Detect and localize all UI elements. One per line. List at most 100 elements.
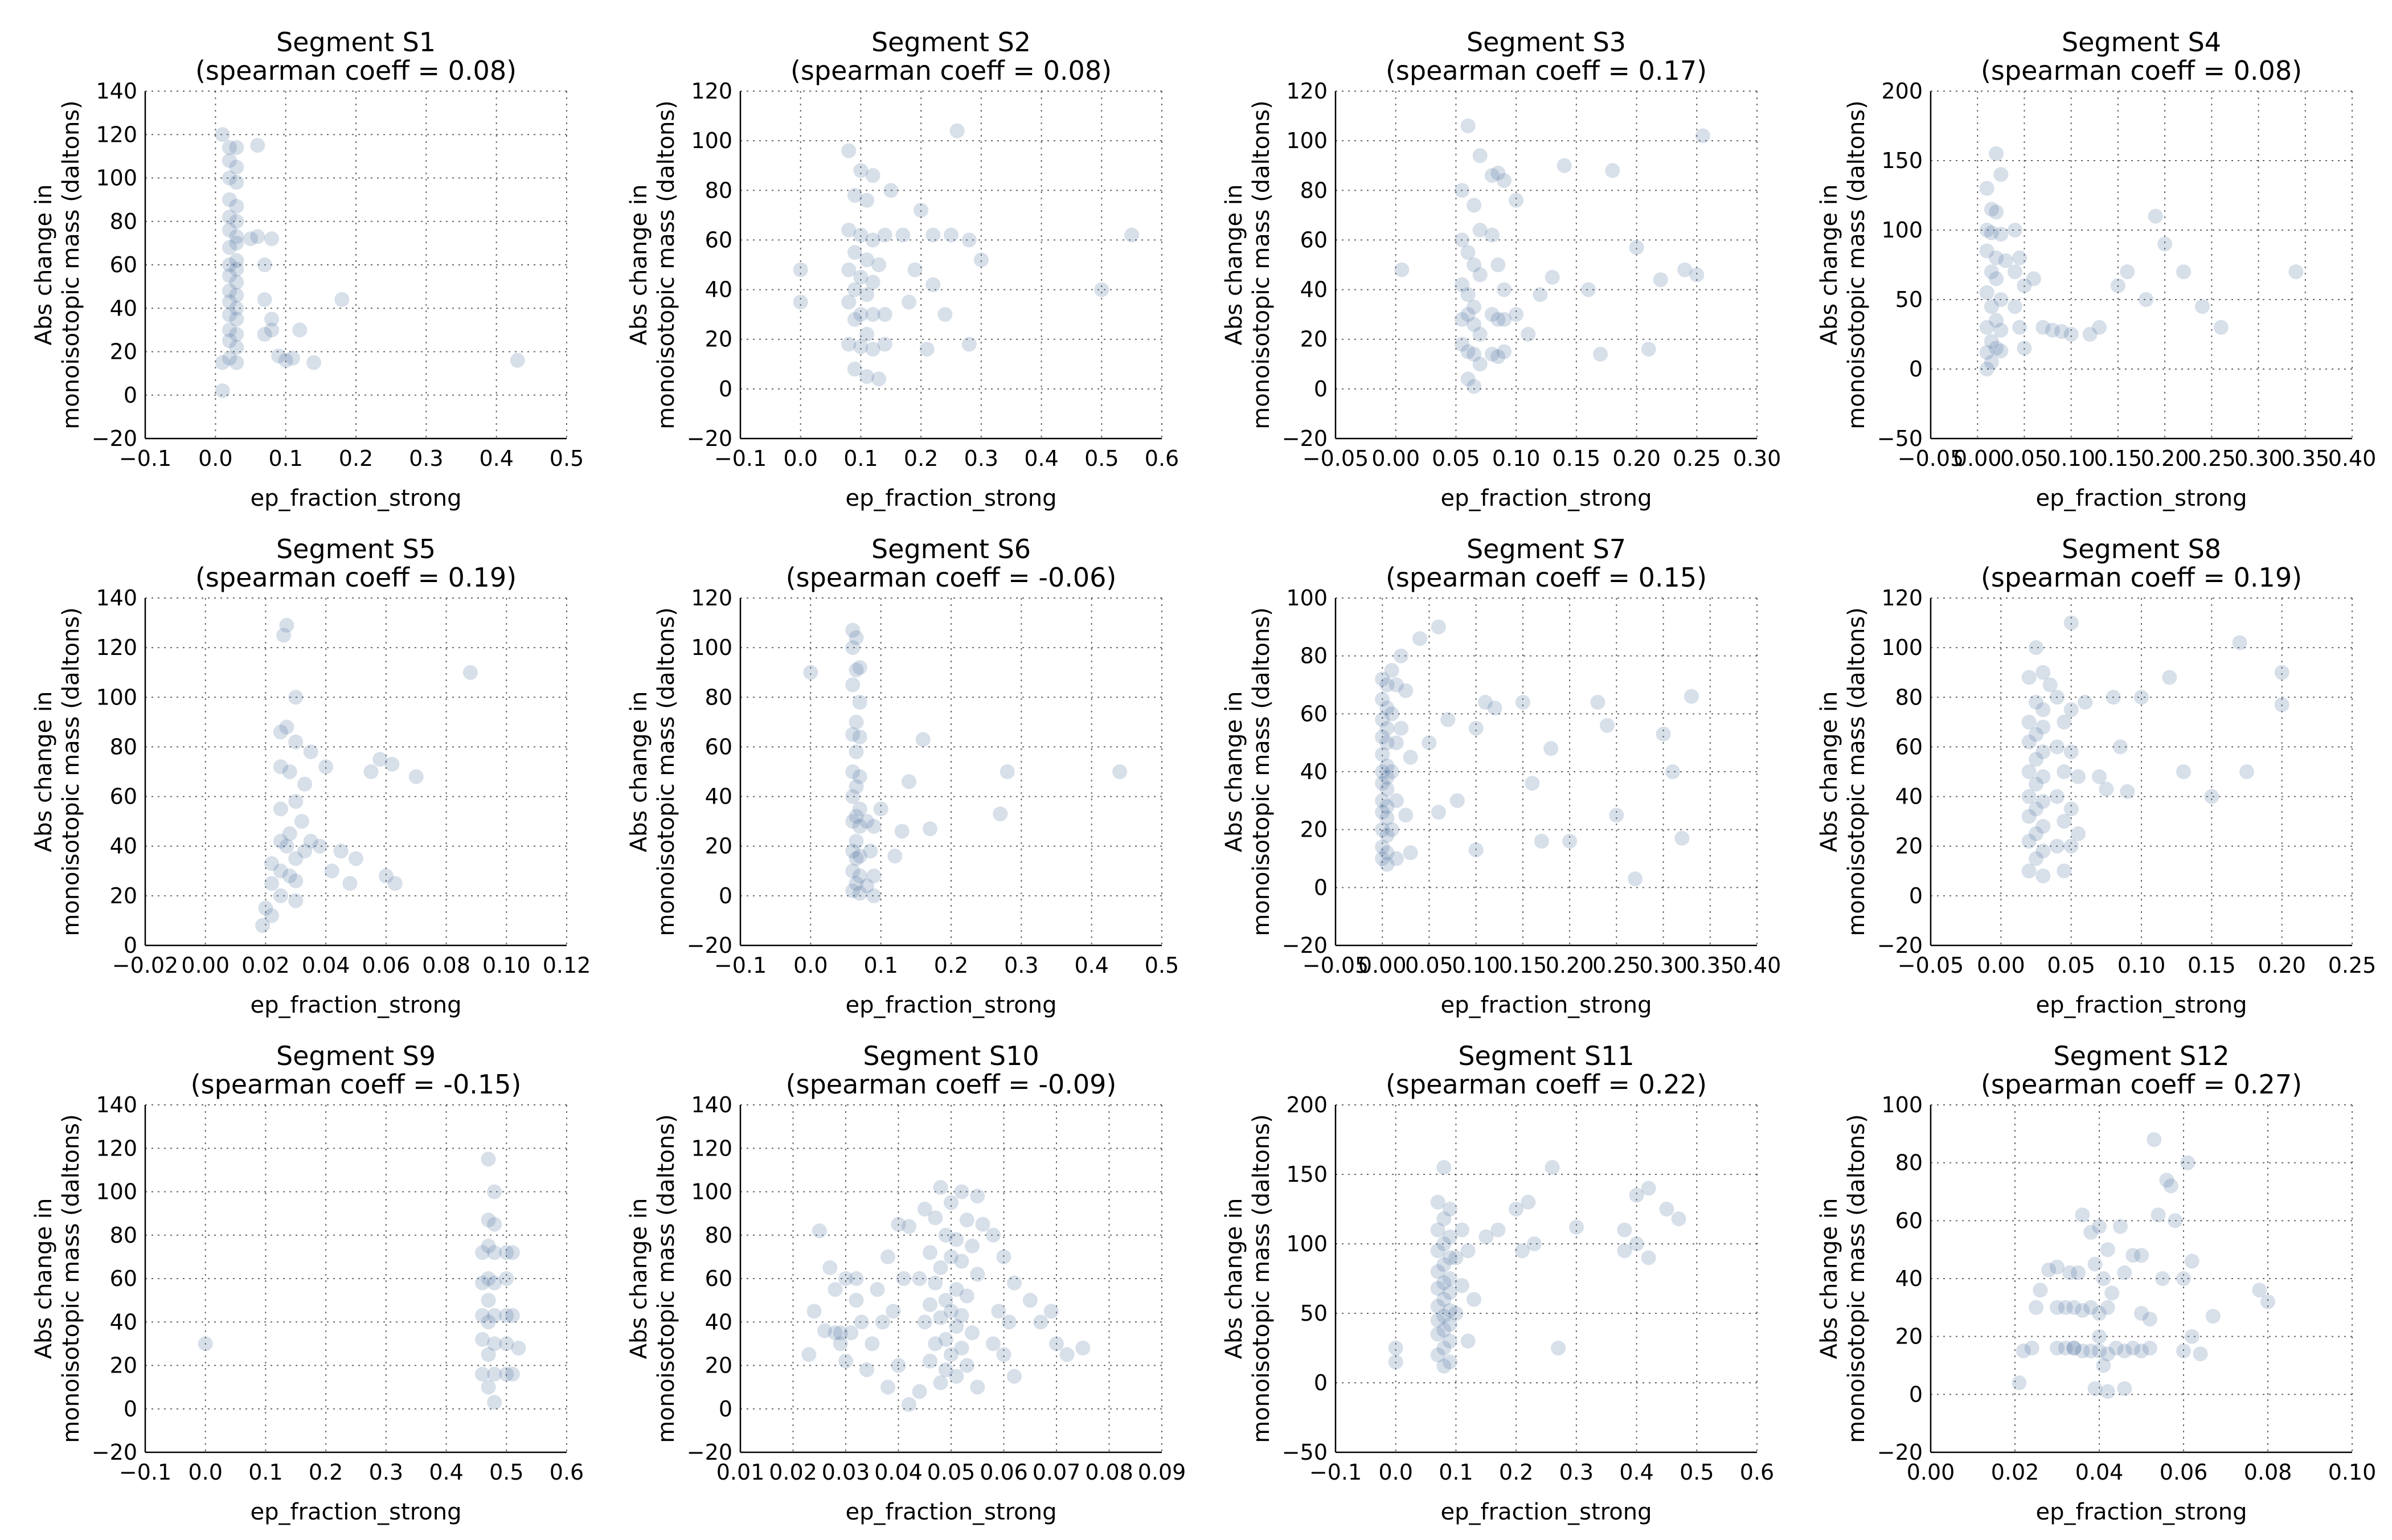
chart-12-xtick-label-5: 0.10 bbox=[2328, 1460, 2377, 1485]
chart-10-point-38 bbox=[970, 1379, 985, 1395]
chart-12-point-58 bbox=[2075, 1207, 2090, 1223]
chart-12-point-8 bbox=[2058, 1341, 2073, 1355]
chart-10-point-70 bbox=[859, 1362, 874, 1378]
chart-11-xtick-label-1: 0.0 bbox=[1378, 1460, 1412, 1485]
chart-9-y-axis-label-1: Abs change in bbox=[31, 1198, 57, 1359]
chart-11-subtitle: (spearman coeff = 0.22) bbox=[1386, 1069, 1707, 1100]
chart-4-xtick-label-1: 0.00 bbox=[1953, 446, 2002, 471]
chart-10-xtick-label-0: 0.01 bbox=[716, 1460, 765, 1485]
chart-11-point-21 bbox=[1436, 1322, 1452, 1338]
chart-2-point-27 bbox=[847, 362, 862, 376]
chart-12-point-31 bbox=[2033, 1283, 2048, 1298]
chart-4-xtick-label-8: 0.35 bbox=[2281, 446, 2329, 471]
chart-12-xtick-label-4: 0.08 bbox=[2244, 1460, 2292, 1485]
chart-9-point-21 bbox=[499, 1245, 514, 1260]
chart-12-ytick-label-3: 40 bbox=[1895, 1266, 1923, 1291]
chart-12-point-10 bbox=[2075, 1344, 2090, 1359]
chart-2-point-2 bbox=[865, 168, 880, 183]
chart-6-point-13 bbox=[849, 779, 864, 794]
chart-3-xtick-label-3: 0.10 bbox=[1492, 446, 1541, 471]
chart-9-ytick-label-1: 0 bbox=[124, 1396, 137, 1422]
chart-5-xtick-label-0: −0.02 bbox=[112, 953, 178, 978]
chart-4-xtick-label-3: 0.10 bbox=[2047, 446, 2095, 471]
chart-12-point-46 bbox=[2155, 1271, 2170, 1286]
chart-3-point-18 bbox=[1467, 346, 1482, 362]
chart-8-point-3 bbox=[2042, 677, 2058, 693]
chart-4-ytick-label-3: 100 bbox=[1881, 218, 1923, 243]
chart-10-ytick-label-0: −20 bbox=[687, 1440, 732, 1465]
chart-8-y-axis-label-1: Abs change in bbox=[1816, 691, 1842, 853]
chart-6-point-36 bbox=[894, 824, 910, 839]
chart-8-point-20 bbox=[2029, 826, 2043, 841]
chart-5-point-0 bbox=[279, 617, 294, 633]
chart-10-point-59 bbox=[1033, 1314, 1048, 1330]
chart-12-point-21 bbox=[2100, 1242, 2115, 1258]
chart-11-point-34 bbox=[1460, 1243, 1476, 1259]
chart-4-point-24 bbox=[1979, 362, 1994, 376]
chart-10-point-71 bbox=[828, 1282, 843, 1297]
chart-12-point-40 bbox=[2125, 1248, 2141, 1263]
chart-7-panel: −0.050.000.050.100.150.200.250.300.350.4… bbox=[1221, 534, 1781, 1018]
chart-11-point-15 bbox=[1436, 1292, 1452, 1307]
chart-11-point-6 bbox=[1436, 1236, 1452, 1251]
chart-8-ytick-label-7: 120 bbox=[1881, 585, 1923, 611]
chart-9-ytick-label-4: 60 bbox=[110, 1266, 137, 1291]
chart-10-point-73 bbox=[822, 1260, 838, 1275]
chart-1-point-31 bbox=[229, 355, 244, 370]
chart-4-ytick-label-2: 50 bbox=[1895, 287, 1923, 312]
chart-7-point-3 bbox=[1379, 701, 1395, 716]
chart-12-point-55 bbox=[2205, 1309, 2221, 1324]
chart-3-point-44 bbox=[1641, 342, 1656, 357]
chart-5-point-18 bbox=[297, 843, 313, 859]
chart-8-point-10 bbox=[2035, 744, 2051, 760]
chart-11-y-axis-label-1: Abs change in bbox=[1221, 1198, 1247, 1359]
chart-4-point-27 bbox=[2008, 264, 2022, 280]
chart-1-point-28 bbox=[222, 333, 237, 349]
chart-1-point-18 bbox=[222, 268, 237, 284]
chart-7-point-42 bbox=[1431, 805, 1446, 820]
chart-4-y-axis-label-2: monoisotopic mass (daltons) bbox=[1844, 100, 1870, 429]
chart-2-ytick-label-6: 100 bbox=[691, 128, 732, 153]
chart-2-ytick-label-4: 60 bbox=[705, 227, 732, 252]
chart-10-point-6 bbox=[959, 1213, 974, 1228]
chart-3-xtick-label-6: 0.25 bbox=[1673, 446, 1721, 471]
chart-12-point-9 bbox=[2066, 1341, 2082, 1355]
chart-2-xtick-label-6: 0.5 bbox=[1084, 446, 1119, 471]
chart-9-ytick-label-6: 100 bbox=[96, 1179, 137, 1205]
chart-6-point-1 bbox=[849, 630, 864, 645]
chart-11-ytick-label-3: 100 bbox=[1286, 1231, 1328, 1256]
chart-7-point-22 bbox=[1375, 851, 1390, 866]
chart-1-point-7 bbox=[222, 192, 237, 207]
chart-4-point-36 bbox=[2063, 327, 2079, 342]
chart-11-point-19 bbox=[1430, 1313, 1445, 1328]
chart-3-point-19 bbox=[1472, 357, 1488, 372]
chart-3-point-7 bbox=[1467, 257, 1482, 272]
chart-6-ytick-label-5: 80 bbox=[705, 685, 732, 710]
chart-3-point-45 bbox=[1653, 272, 1668, 288]
chart-1-point-10 bbox=[229, 214, 244, 229]
chart-5-point-22 bbox=[282, 869, 297, 883]
chart-3-xtick-label-7: 0.30 bbox=[1733, 446, 1781, 471]
chart-2-point-29 bbox=[871, 371, 887, 387]
chart-12-point-39 bbox=[2117, 1265, 2132, 1280]
chart-5-point-3 bbox=[279, 719, 294, 735]
chart-2-point-9 bbox=[847, 245, 862, 260]
chart-1-ytick-label-8: 140 bbox=[96, 79, 137, 104]
chart-10-point-51 bbox=[996, 1249, 1011, 1264]
chart-10-ytick-label-1: 0 bbox=[719, 1396, 732, 1422]
chart-10-point-76 bbox=[817, 1323, 832, 1338]
chart-6-point-32 bbox=[859, 878, 874, 894]
chart-12-xtick-label-3: 0.06 bbox=[2160, 1460, 2208, 1485]
chart-7-point-26 bbox=[1384, 706, 1399, 722]
chart-5-point-30 bbox=[318, 759, 334, 775]
chart-3-point-34 bbox=[1509, 192, 1524, 208]
chart-2-panel: −0.1 0.0 0.1 0.2 0.3 0.4 0.5 0.6 −20 0 20 40 60 80 100… bbox=[626, 27, 1179, 511]
chart-12-point-35 bbox=[2012, 1375, 2027, 1390]
chart-6-point-18 bbox=[852, 818, 867, 834]
chart-10-point-15 bbox=[933, 1260, 948, 1275]
chart-3-point-49 bbox=[1394, 262, 1410, 277]
chart-8-point-26 bbox=[2050, 690, 2065, 705]
chart-12-panel: 0.00 0.02 0.04 0.06 0.08 0.10 −20 0 20 40 60 80 100 e… bbox=[1816, 1041, 2376, 1525]
chart-6-point-34 bbox=[873, 801, 888, 817]
